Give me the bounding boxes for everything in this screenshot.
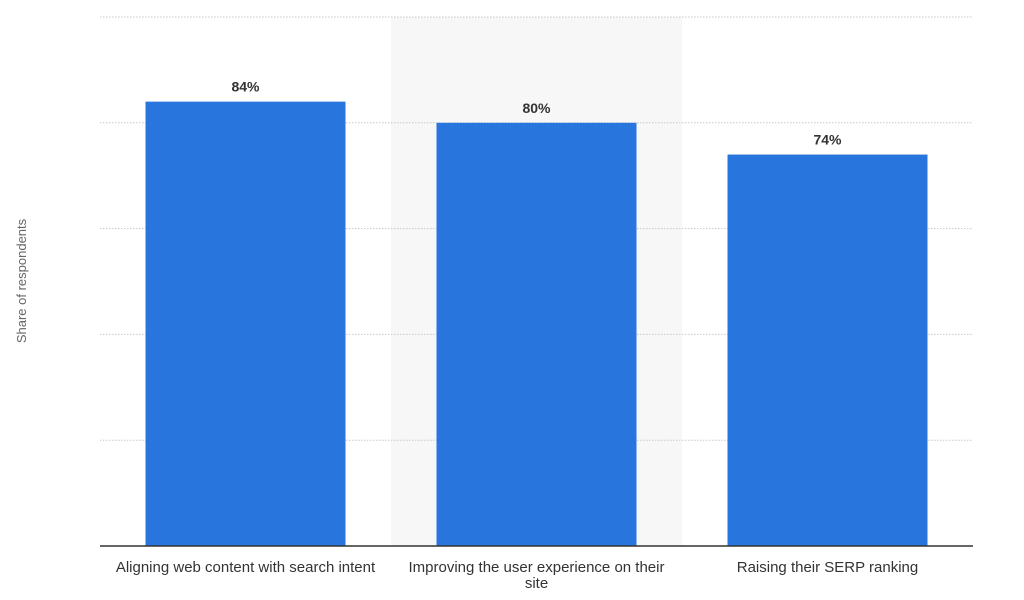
x-tick-label: Improving the user experience on their s…: [408, 559, 665, 592]
bar[interactable]: [436, 122, 637, 547]
value-labels: 84% 80% 74%: [231, 79, 842, 148]
bars: [145, 101, 928, 547]
bar[interactable]: [727, 154, 928, 547]
x-tick-label: Aligning web content with search intent: [115, 559, 376, 576]
x-tick-label: Raising their SERP ranking: [736, 559, 919, 576]
bar-value-label: 74%: [813, 132, 842, 148]
y-axis-title: Share of respondents: [14, 218, 29, 343]
bar[interactable]: [145, 101, 346, 546]
bar-value-label: 80%: [522, 100, 551, 116]
bar-value-label: 84%: [231, 79, 260, 95]
